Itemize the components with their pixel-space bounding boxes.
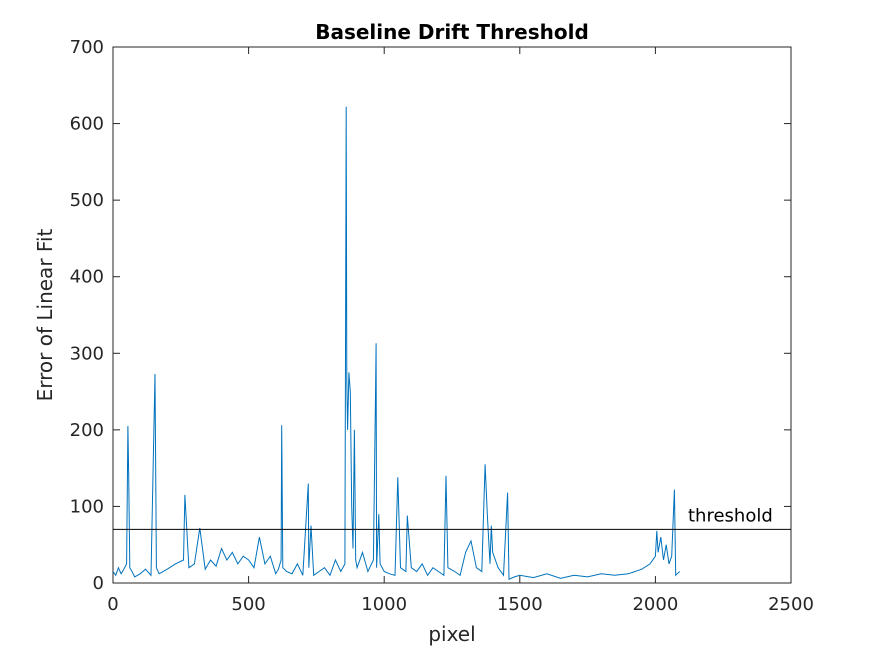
y-axis-label: Error of Linear Fit (33, 228, 57, 401)
tick-labels: 0 500 1000 1500 2000 2500 0 100 200 300 400 500 600 7… (70, 37, 814, 615)
y-tick-label: 100 (70, 496, 104, 517)
x-tick-label: 1000 (361, 594, 407, 615)
y-tick-label: 600 (70, 114, 104, 135)
x-tick-label: 1500 (497, 594, 543, 615)
plot-area (112, 46, 792, 584)
y-tick-label: 300 (70, 343, 104, 364)
y-tick-label: 700 (70, 37, 104, 58)
x-axis-label: pixel (428, 622, 475, 646)
series-line (112, 106, 681, 580)
x-tick-label: 2500 (768, 594, 814, 615)
threshold-label: threshold (688, 505, 773, 526)
y-tick-label: 400 (70, 267, 104, 288)
x-tick-label: 500 (231, 594, 265, 615)
y-tick-label: 500 (70, 190, 104, 211)
axis-ticks (112, 46, 792, 584)
x-tick-label: 0 (107, 594, 118, 615)
chart-title: Baseline Drift Threshold (315, 20, 589, 44)
y-tick-label: 0 (93, 573, 104, 594)
y-tick-label: 200 (70, 420, 104, 441)
x-tick-label: 2000 (632, 594, 678, 615)
